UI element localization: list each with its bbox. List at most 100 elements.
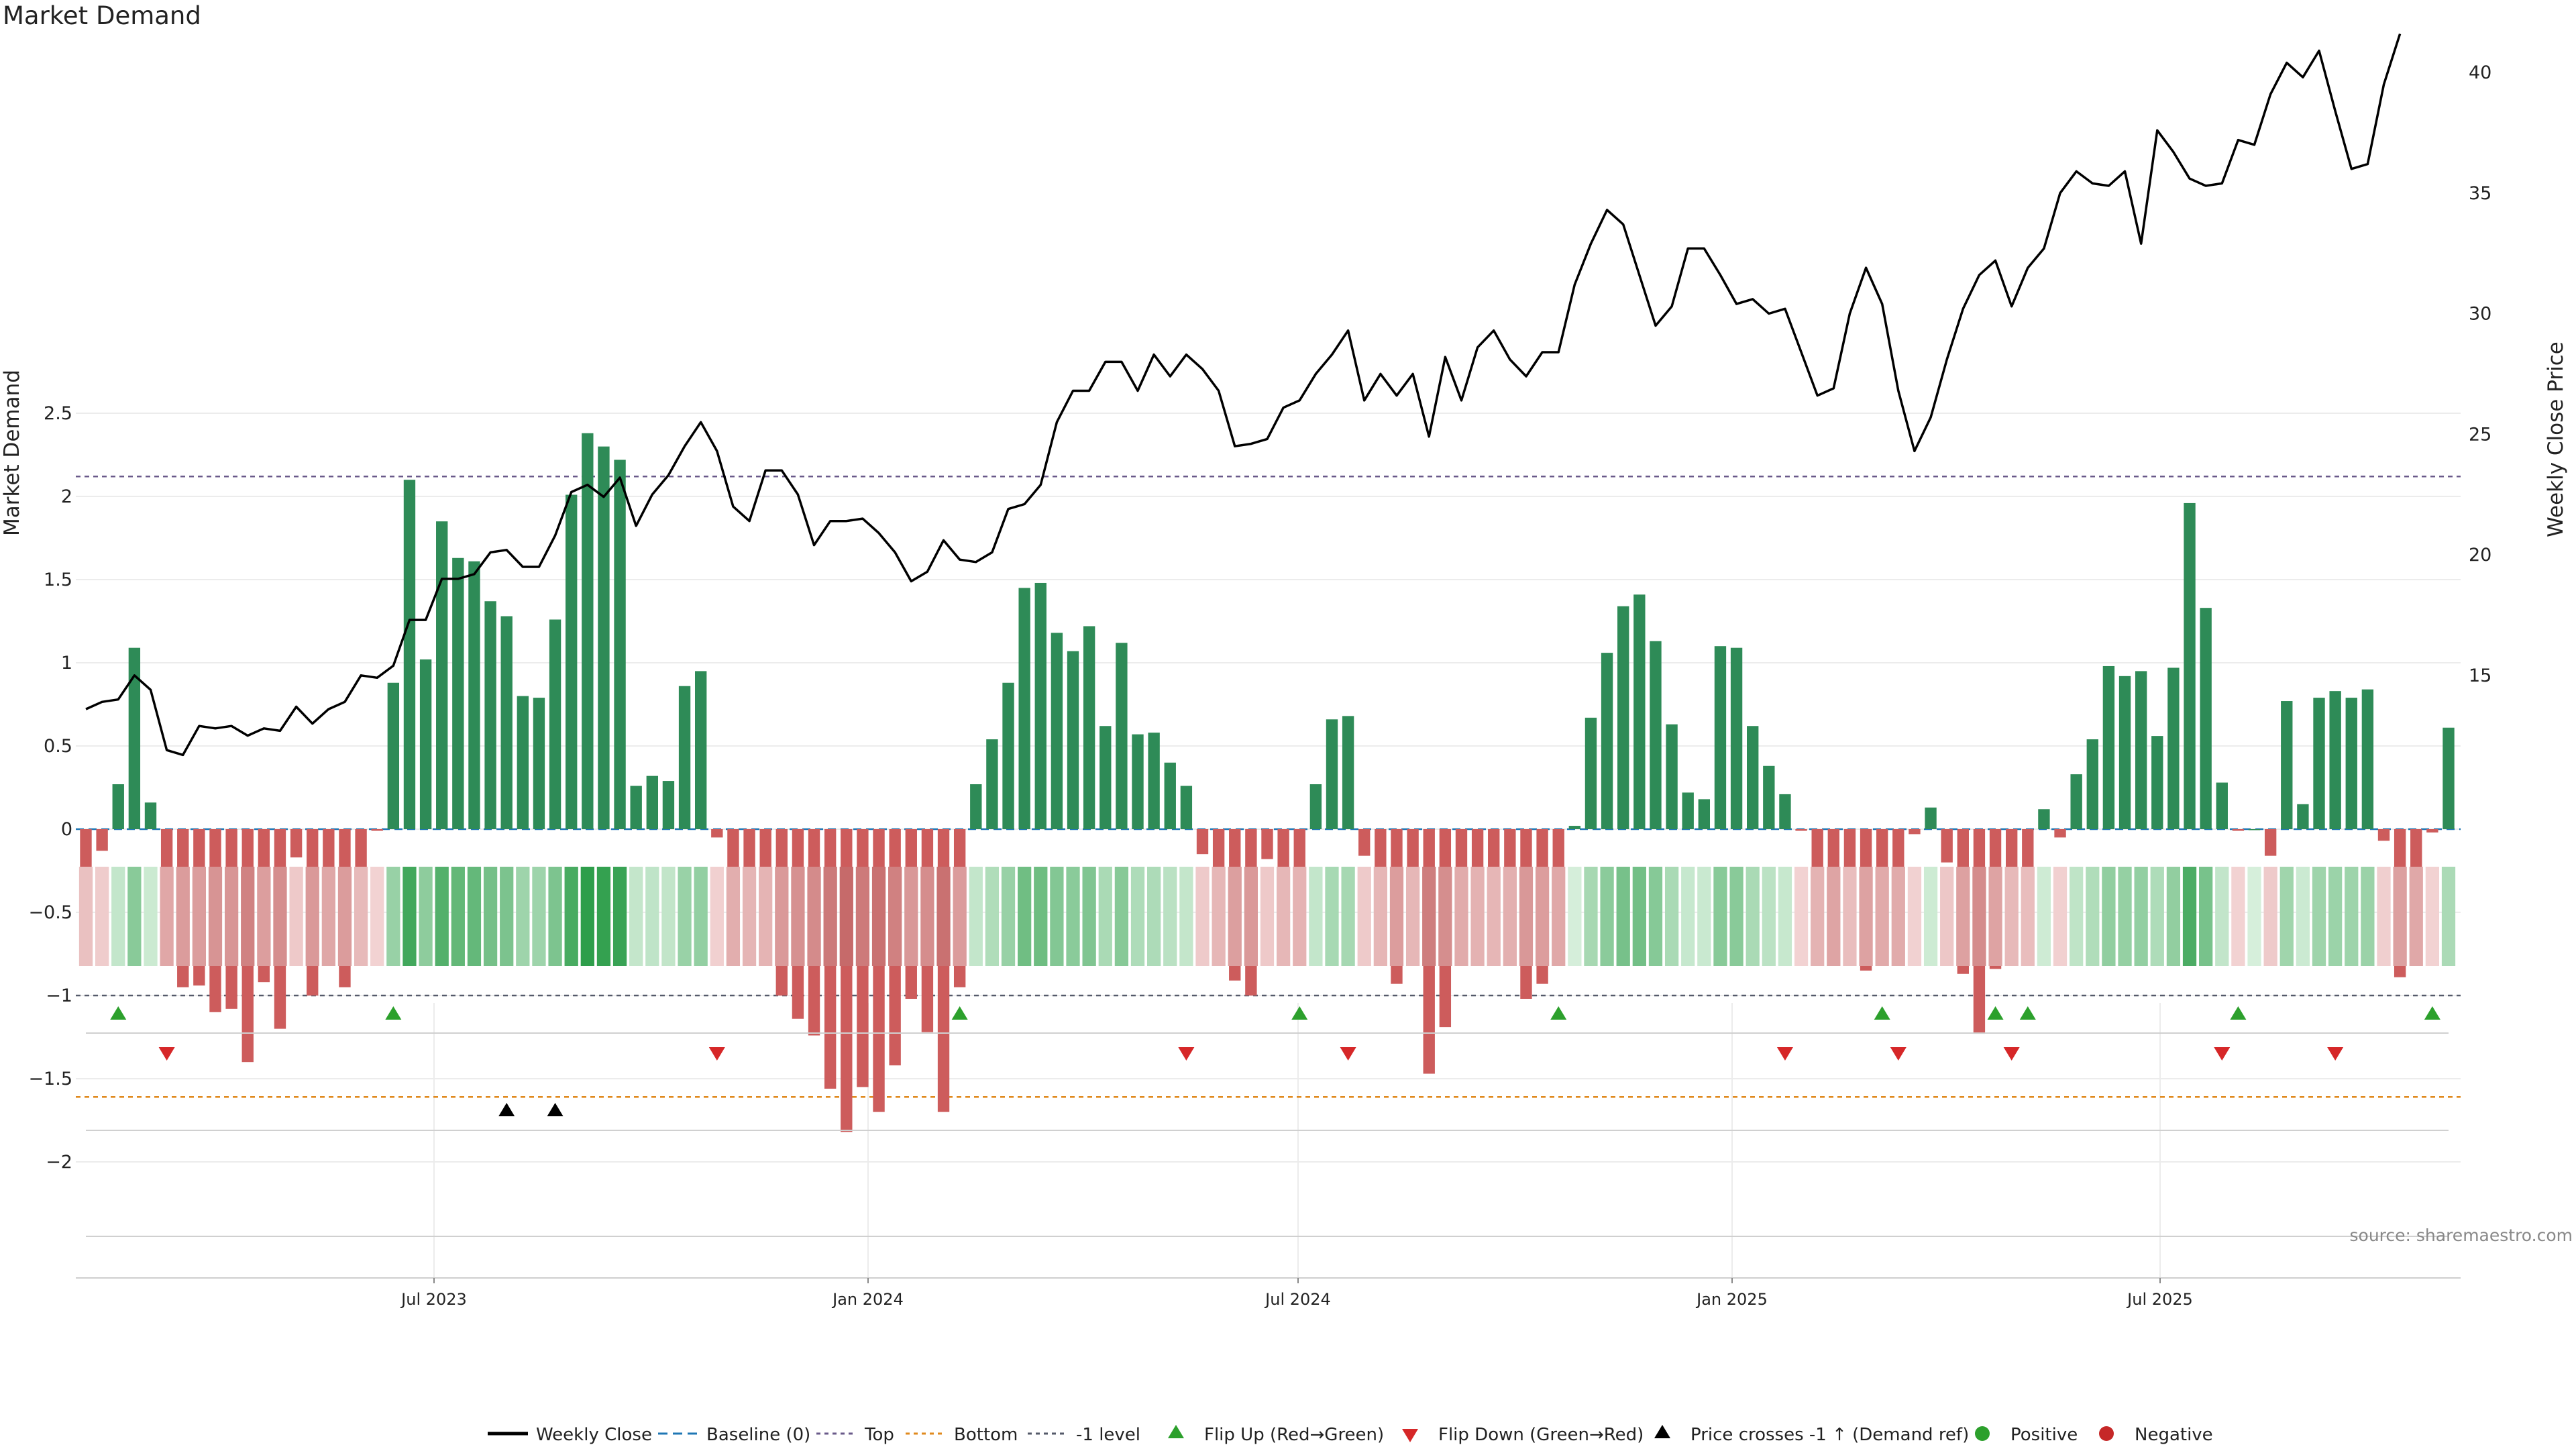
- y-right-tick-label: 15: [2469, 665, 2491, 686]
- y-axis-label: Market Demand: [0, 370, 24, 536]
- demand-bar: [2038, 809, 2050, 829]
- y-right-tick-label: 30: [2469, 304, 2491, 325]
- flip-up-marker: [1291, 1006, 1308, 1020]
- legend-label: Weekly Close: [536, 1425, 652, 1445]
- strip-cell: [2118, 867, 2132, 966]
- strip-cell: [2166, 867, 2181, 966]
- strip-cell: [1001, 867, 1016, 966]
- flip-down-marker: [2003, 1047, 2020, 1061]
- x-tick-label: Jan 2024: [831, 1290, 904, 1309]
- legend-swatch: [1168, 1425, 1184, 1438]
- legend-label: Baseline (0): [706, 1425, 810, 1445]
- strip-cell: [1843, 867, 1857, 966]
- demand-bar: [2232, 829, 2245, 831]
- legend-label: Bottom: [954, 1425, 1018, 1445]
- demand-bar: [500, 616, 513, 829]
- strip-cell: [1373, 867, 1387, 966]
- x-axis: Jul 2023 Jan 2024 Jul 2024 Jan 2025 Jul 2025: [76, 1277, 2461, 1309]
- strip-cell: [1519, 867, 1534, 966]
- strip-cell: [710, 867, 724, 966]
- strip-cell: [1746, 867, 1760, 966]
- flip-up-marker: [1874, 1006, 1890, 1020]
- y-tick-label: 1.5: [44, 570, 72, 590]
- strip-cell: [2328, 867, 2343, 966]
- demand-bar: [598, 446, 610, 829]
- legend-label: Flip Down (Green→Red): [1438, 1425, 1644, 1445]
- x-tick-label: Jan 2025: [1695, 1290, 1768, 1309]
- strip-cell: [257, 867, 271, 966]
- chart-title: Market Demand: [3, 1, 201, 30]
- strip-cell: [807, 867, 821, 966]
- x-tick-label: Jul 2025: [2126, 1290, 2193, 1309]
- strip-cell: [791, 867, 805, 966]
- strip-cell: [1098, 867, 1112, 966]
- demand-bar: [614, 460, 626, 829]
- strip-cell: [1325, 867, 1339, 966]
- strip-cell: [564, 867, 578, 966]
- strip-cell: [273, 867, 287, 966]
- demand-bar: [1730, 647, 1743, 829]
- strip-cell: [1147, 867, 1161, 966]
- strip-cell: [2312, 867, 2326, 966]
- strip-cell: [337, 867, 352, 966]
- strip-cell: [483, 867, 498, 966]
- demand-bar: [2443, 727, 2455, 829]
- legend-label: Top: [864, 1425, 894, 1445]
- strip-cell: [775, 867, 789, 966]
- strip-cell: [289, 867, 303, 966]
- demand-bar: [678, 686, 691, 829]
- flip-down-marker: [2327, 1047, 2344, 1061]
- demand-bar: [1714, 646, 1727, 829]
- strip-cell: [2086, 867, 2100, 966]
- demand-bar: [1002, 682, 1014, 829]
- demand-bar: [96, 829, 108, 851]
- y-tick-label: −0.5: [28, 902, 72, 923]
- strip-cell: [2021, 867, 2035, 966]
- strip-cell: [936, 867, 951, 966]
- demand-bar: [1034, 582, 1046, 829]
- strip-cell: [1827, 867, 1841, 966]
- flip-up-marker: [951, 1006, 968, 1020]
- demand-bar: [1309, 784, 1322, 829]
- legend-label: Flip Up (Red→Green): [1204, 1425, 1384, 1445]
- strip-cell: [1907, 867, 1922, 966]
- flip-down-marker: [1890, 1047, 1907, 1061]
- demand-bar: [1585, 717, 1597, 829]
- strip-cell: [2102, 867, 2116, 966]
- demand-bar: [517, 696, 529, 829]
- demand-bar: [1941, 829, 1953, 863]
- strip-cell: [419, 867, 433, 966]
- demand-bar: [112, 784, 124, 829]
- demand-bar: [2102, 665, 2115, 829]
- weekly-close-polyline: [85, 33, 2402, 757]
- flip-down-marker: [1340, 1047, 1356, 1061]
- demand-bar: [2297, 804, 2309, 829]
- strip-cell: [2182, 867, 2197, 966]
- strip-cell: [192, 867, 206, 966]
- legend-label: -1 level: [1076, 1425, 1140, 1445]
- strip-cell: [1988, 867, 2002, 966]
- strip-cell: [1293, 867, 1307, 966]
- strip-cell: [241, 867, 255, 966]
- strip-cell: [111, 867, 125, 966]
- strip-cell: [1923, 867, 1938, 966]
- strip-cell: [1664, 867, 1679, 966]
- demand-bar: [630, 786, 642, 829]
- flip-up-marker: [385, 1006, 402, 1020]
- strip-cell: [1940, 867, 1954, 966]
- legend-swatch: [1402, 1429, 1418, 1442]
- strip-cell: [1859, 867, 1873, 966]
- legend-label: Negative: [2135, 1425, 2213, 1445]
- strip-cell: [2393, 867, 2407, 966]
- strip-cell: [904, 867, 918, 966]
- strip-cell: [1018, 867, 1032, 966]
- demand-bar: [452, 557, 464, 829]
- strip-cell: [548, 867, 562, 966]
- demand-bar: [371, 829, 383, 831]
- strip-cell: [742, 867, 757, 966]
- flip-down-marker: [1776, 1047, 1793, 1061]
- strip-cell: [1341, 867, 1355, 966]
- demand-bar: [582, 433, 594, 829]
- strip-cell: [1438, 867, 1452, 966]
- y-tick-label: −2: [46, 1152, 72, 1173]
